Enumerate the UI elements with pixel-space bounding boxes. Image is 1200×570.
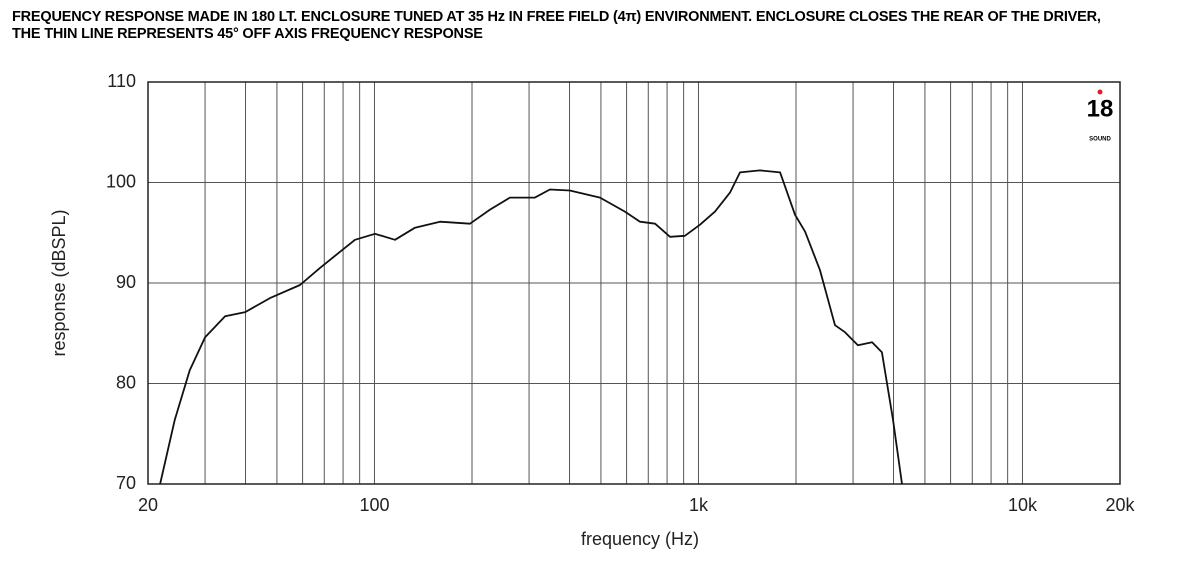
y-axis-label: response (dBSPL) — [49, 209, 69, 356]
y-tick-label: 90 — [116, 272, 136, 292]
x-axis-label: frequency (Hz) — [581, 529, 699, 549]
response-line — [159, 169, 903, 485]
x-tick-label: 20k — [1105, 495, 1135, 515]
x-tick-label: 1k — [689, 495, 709, 515]
chart-title: FREQUENCY RESPONSE MADE IN 180 LT. ENCLO… — [12, 9, 1101, 42]
logo-number: 18 — [1087, 95, 1114, 122]
y-tick-label: 80 — [116, 372, 136, 392]
y-tick-label: 100 — [106, 171, 136, 191]
x-tick-label: 100 — [359, 495, 389, 515]
logo-text: SOUND — [1089, 137, 1111, 143]
logo-star — [1097, 89, 1103, 95]
y-tick-label: 70 — [116, 473, 136, 493]
y-tick-label: 110 — [107, 71, 136, 91]
x-tick-label: 20 — [138, 495, 158, 515]
x-tick-label: 10k — [1008, 495, 1038, 515]
plot-frame — [147, 81, 1121, 485]
